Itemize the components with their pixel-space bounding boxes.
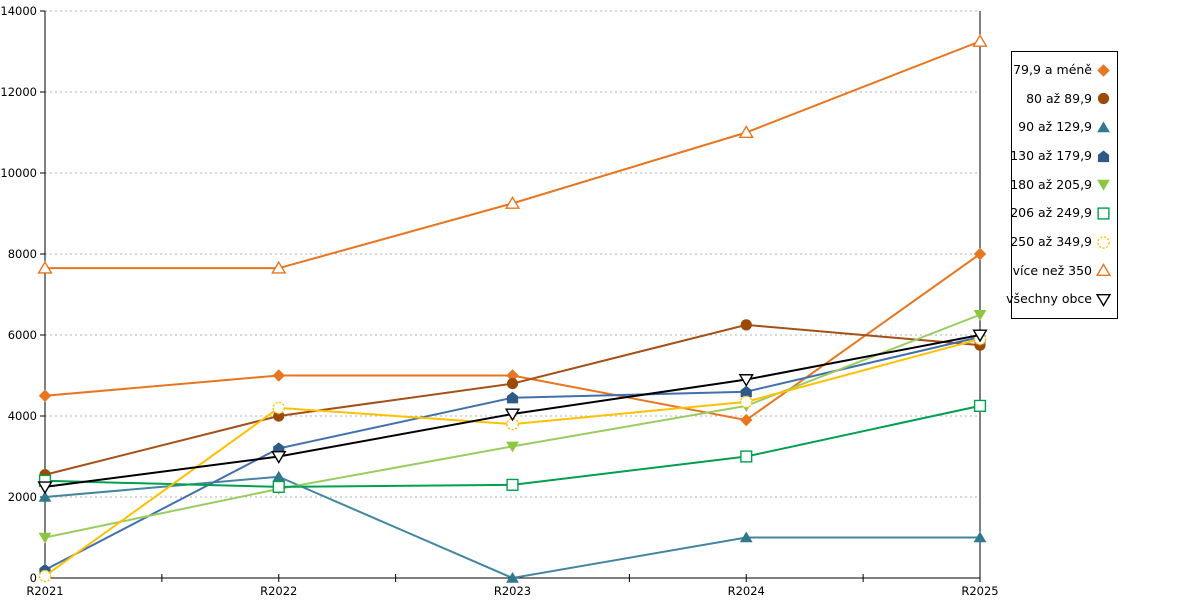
legend-label: 180 až 205,9 <box>1010 176 1092 192</box>
legend-label: 80 až 89,9 <box>1026 90 1092 106</box>
legend-item-250-a-349-9: 250 až 349,9 <box>1010 235 1111 250</box>
circle-marker-icon <box>1097 235 1110 249</box>
svg-text:6000: 6000 <box>8 328 37 342</box>
series-v-ce-ne-350 <box>37 34 988 274</box>
svg-text:R2025: R2025 <box>961 584 998 598</box>
svg-text:R2024: R2024 <box>728 584 765 598</box>
legend-item-79-9-a-m-n: 79,9 a méně <box>1013 62 1111 78</box>
legend-label: všechny obce <box>1006 291 1092 307</box>
triangle-up-marker-icon <box>1096 263 1111 277</box>
legend-item-130-a-179-9: 130 až 179,9 <box>1010 149 1111 164</box>
series-90-a-129-9 <box>38 470 987 583</box>
svg-text:10000: 10000 <box>0 166 37 180</box>
legend-label: 90 až 129,9 <box>1018 119 1092 135</box>
legend-label: 79,9 a méně <box>1013 62 1092 78</box>
legend-label: 206 až 249,9 <box>1010 205 1092 221</box>
triangle-up-marker-icon <box>1097 121 1110 133</box>
chart-legend: 79,9 a méně 80 až 89,9 90 až 129,9 130 až 1… <box>1006 51 1118 319</box>
circle-marker-icon <box>1097 93 1110 105</box>
legend-item-v-echny-obce: všechny obce <box>1006 292 1111 307</box>
svg-text:4000: 4000 <box>8 409 37 423</box>
triangle-down-marker-icon <box>1097 180 1110 191</box>
legend-item-v-ce-ne-350: více než 350 <box>1012 262 1111 278</box>
gridlines <box>45 10 980 498</box>
x-axis-labels: R2021 R2022 R2023 R2024 R2025 <box>26 584 998 598</box>
svg-text:R2023: R2023 <box>494 584 531 598</box>
svg-text:0: 0 <box>30 571 37 585</box>
diamond-marker-icon <box>1097 64 1110 77</box>
svg-text:2000: 2000 <box>8 490 37 504</box>
legend-item-180-a-205-9: 180 až 205,9 <box>1010 177 1111 192</box>
legend-label: více než 350 <box>1012 262 1092 278</box>
svg-text:R2022: R2022 <box>260 584 297 598</box>
legend-item-206-a-249-9: 206 až 249,9 <box>1010 206 1111 221</box>
series-206-a-249-9 <box>38 399 987 493</box>
triangle-down-marker-icon <box>1096 294 1111 307</box>
legend-item-90-a-129-9: 90 až 129,9 <box>1016 120 1111 135</box>
y-axis-labels: 0 2000 4000 6000 8000 10000 12000 14000 <box>0 4 37 585</box>
pentagon-marker-icon <box>1097 150 1110 162</box>
legend-label: 250 až 349,9 <box>1010 234 1092 250</box>
series-v-echny-obce <box>37 329 988 495</box>
legend-label: 130 až 179,9 <box>1010 148 1092 164</box>
square-marker-icon <box>1097 207 1110 220</box>
svg-text:8000: 8000 <box>8 247 37 261</box>
legend-item-80-a-89-9: 80 až 89,9 <box>1016 91 1111 106</box>
svg-text:R2021: R2021 <box>26 584 63 598</box>
svg-text:14000: 14000 <box>0 4 37 18</box>
svg-text:12000: 12000 <box>0 85 37 99</box>
